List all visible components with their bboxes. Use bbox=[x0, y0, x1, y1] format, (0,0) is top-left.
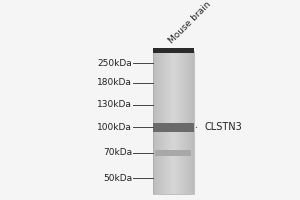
Bar bbox=[193, 51, 194, 194]
Bar bbox=[157, 51, 158, 194]
Bar bbox=[155, 51, 156, 194]
Bar bbox=[170, 51, 171, 194]
Bar bbox=[167, 51, 168, 194]
Bar bbox=[154, 51, 155, 194]
Bar bbox=[161, 51, 162, 194]
Bar bbox=[191, 51, 193, 194]
Bar bbox=[153, 48, 194, 53]
Bar bbox=[162, 51, 163, 194]
Bar bbox=[165, 51, 166, 194]
Text: 180kDa: 180kDa bbox=[97, 78, 132, 87]
Text: Mouse brain: Mouse brain bbox=[167, 0, 213, 46]
Bar bbox=[166, 51, 167, 194]
Bar bbox=[179, 51, 180, 194]
Bar bbox=[158, 51, 159, 194]
Bar bbox=[171, 51, 172, 194]
Bar bbox=[155, 150, 191, 156]
Bar bbox=[164, 51, 165, 194]
Bar bbox=[188, 51, 190, 194]
Bar bbox=[168, 51, 169, 194]
Bar bbox=[169, 51, 170, 194]
Bar bbox=[190, 51, 191, 194]
Bar bbox=[175, 51, 176, 194]
Text: 130kDa: 130kDa bbox=[97, 100, 132, 109]
Text: 50kDa: 50kDa bbox=[103, 174, 132, 183]
Text: 70kDa: 70kDa bbox=[103, 148, 132, 157]
Bar bbox=[178, 51, 179, 194]
Bar bbox=[163, 51, 164, 194]
Bar bbox=[156, 51, 157, 194]
Bar bbox=[180, 51, 181, 194]
Bar bbox=[185, 51, 186, 194]
Bar bbox=[160, 51, 161, 194]
Bar bbox=[183, 51, 184, 194]
Bar bbox=[153, 51, 154, 194]
Bar bbox=[177, 51, 178, 194]
Bar bbox=[186, 51, 188, 194]
Bar bbox=[184, 51, 185, 194]
Text: CLSTN3: CLSTN3 bbox=[204, 122, 242, 132]
Bar bbox=[176, 51, 177, 194]
Bar bbox=[182, 51, 183, 194]
Bar bbox=[153, 51, 194, 194]
Bar bbox=[172, 51, 173, 194]
Bar bbox=[153, 123, 194, 132]
Text: 100kDa: 100kDa bbox=[97, 123, 132, 132]
Bar bbox=[174, 51, 175, 194]
Bar bbox=[173, 51, 174, 194]
Text: 250kDa: 250kDa bbox=[97, 59, 132, 68]
Bar bbox=[159, 51, 160, 194]
